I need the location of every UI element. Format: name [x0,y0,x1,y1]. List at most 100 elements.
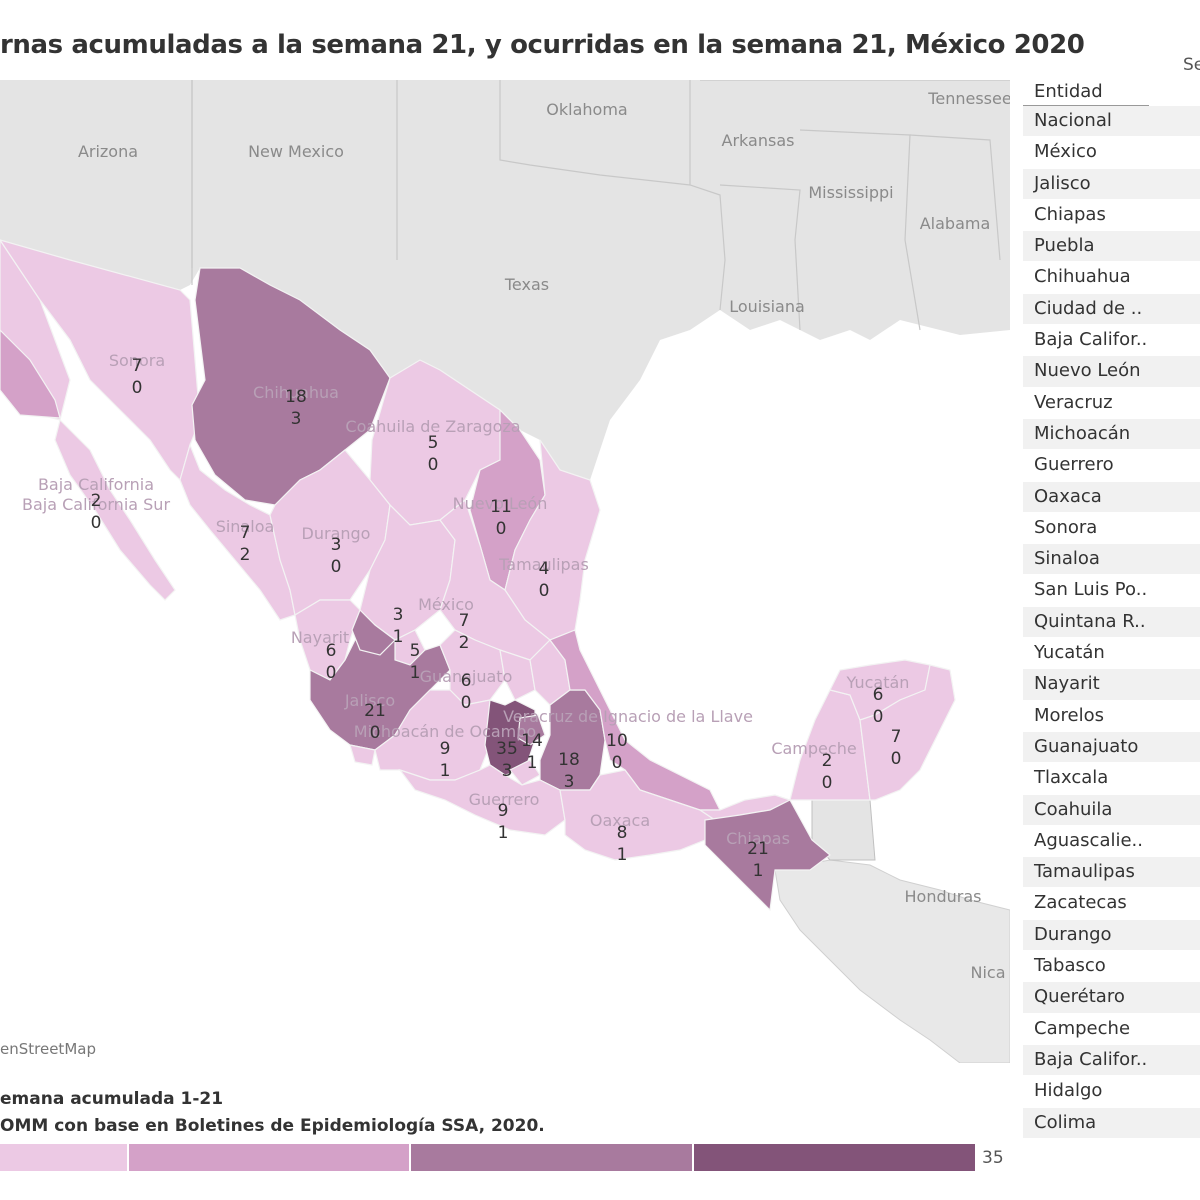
count-semana-7: 0 [539,581,550,601]
table-row[interactable]: Sinaloa [1023,544,1200,576]
mexico-states [0,238,956,912]
count-acumulada-6: 3 [331,535,342,555]
table-row[interactable]: Nayarit [1023,669,1200,701]
table-row[interactable]: Baja Califor.. [1023,325,1200,357]
count-acumulada-23: 6 [873,685,884,705]
table-row[interactable]: México [1023,137,1200,169]
state-label-11: Guanajuato [420,667,513,686]
table-row[interactable]: Baja Califor.. [1023,1044,1200,1077]
state-nayarit [294,599,361,681]
table-row[interactable]: Tabasco [1023,951,1200,983]
state-label-12: Michoacán de Ocampo [354,722,536,741]
table-row[interactable]: Nuevo León [1023,356,1200,388]
map-title: rnas acumuladas a la semana 21, y ocurri… [0,30,1085,60]
table-row[interactable]: Yucatán [1023,638,1200,670]
table-row[interactable]: Oaxaca [1023,481,1200,513]
entity-table: Entidad Nacional México Jalisco Chiapas Pueb… [1023,78,1200,1139]
table-row[interactable]: Guanajuato [1023,731,1200,764]
legend-title: emana acumulada 1-21 [0,1089,224,1109]
state-sonora [0,239,201,482]
label-arkansas: Arkansas [722,131,795,150]
state-cdmx [517,714,546,746]
table-row[interactable]: Ciudad de .. [1023,293,1200,326]
count-acumulada-16: 14 [521,731,543,751]
semana-column-header[interactable]: Se [1183,55,1200,75]
label-oklahoma: Oklahoma [546,100,627,119]
state-label-5: Baja California Sur [22,495,170,514]
count-semana-18: 0 [612,753,623,773]
count-acumulada-7: 4 [539,559,550,579]
count-semana-9: 2 [459,633,470,653]
count-semana-22: 0 [822,773,833,793]
count-semana-1: 3 [291,409,302,429]
table-row[interactable]: Campeche [1023,1013,1200,1045]
label-tennessee: Tennessee [927,89,1010,108]
count-acumulada-9: 7 [459,611,470,631]
table-row[interactable]: Puebla [1023,231,1200,263]
count-semana-14: 1 [440,761,451,781]
count-semana-13: 0 [370,723,381,743]
table-row[interactable]: Veracruz [1023,387,1200,419]
us-state-borders [191,80,1010,331]
choropleth-map[interactable]: Oklahoma Tennessee Arizona New Mexico Ar… [0,80,1010,1063]
legend-max-label: 35 [982,1148,1004,1168]
table-row[interactable]: Hidalgo [1023,1076,1200,1108]
state-guanajuato [439,629,506,706]
table-row[interactable]: Coahuila [1023,794,1200,826]
state-label-6: Sinaloa [216,517,275,536]
count-semana-16: 1 [527,753,538,773]
state-label-17: Campeche [771,739,856,758]
table-row[interactable]: Jalisco [1023,168,1200,200]
table-row[interactable]: Morelos [1023,700,1200,732]
entidad-column-header[interactable]: Entidad [1023,78,1149,106]
state-label-3: Nuevo León [453,494,548,513]
table-row[interactable]: Quintana R.. [1023,606,1200,639]
table-row[interactable]: Chihuahua [1023,262,1200,294]
count-semana-3: 0 [496,519,507,539]
state-label-16: Veracruz de Ignacio de la Llave [503,707,753,726]
table-row[interactable]: Zacatecas [1023,888,1200,920]
count-semana-6: 0 [331,557,342,577]
us-labels: Oklahoma Tennessee Arizona New Mexico Ar… [78,89,1010,316]
table-row[interactable]: Guerrero [1023,450,1200,482]
state-label-0: Sonora [109,351,165,370]
count-acumulada-8: 3 [393,605,404,625]
table-row[interactable]: Tlaxcala [1023,763,1200,795]
table-row[interactable]: Durango [1023,919,1200,952]
count-acumulada-5: 7 [240,523,251,543]
state-label-1: Chihuahua [253,383,339,402]
count-acumulada-20: 8 [617,823,628,843]
state-baja-california-sur [54,418,176,601]
count-semana-23: 0 [873,707,884,727]
table-row[interactable]: San Luis Po.. [1023,575,1200,607]
state-queretaro [499,649,536,701]
count-semana-24: 0 [891,749,902,769]
state-colima [349,744,376,766]
count-semana-4: 0 [91,513,102,533]
table-row[interactable]: Michoacán [1023,418,1200,451]
table-row[interactable]: Chiapas [1023,199,1200,232]
table-row[interactable]: Tamaulipas [1023,857,1200,889]
central-america [774,859,1010,1063]
table-row[interactable]: Nacional [1023,106,1200,138]
label-alabama: Alabama [920,214,991,233]
count-semana-8: 1 [393,627,404,647]
count-semana-12: 0 [461,693,472,713]
state-quintana-roo [859,664,956,801]
count-semana-11: 0 [326,663,337,683]
state-label-9: Nayarit [291,628,349,647]
legend-seg-3 [411,1144,694,1171]
table-row[interactable]: Querétaro [1023,982,1200,1014]
table-row[interactable]: Sonora [1023,512,1200,545]
count-acumulada-0: 7 [132,356,143,376]
label-texas: Texas [504,275,549,294]
table-row[interactable]: Colima [1023,1107,1200,1139]
count-semana-10: 1 [410,663,421,683]
country-label-mexico: México [418,595,474,614]
state-labels: Sonora Chihuahua Coahuila de Zaragoza Nu… [22,351,909,848]
state-label-2: Coahuila de Zaragoza [345,417,520,436]
count-acumulada-24: 7 [891,727,902,747]
legend-seg-4 [693,1144,975,1171]
table-row[interactable]: Aguascalie.. [1023,825,1200,858]
